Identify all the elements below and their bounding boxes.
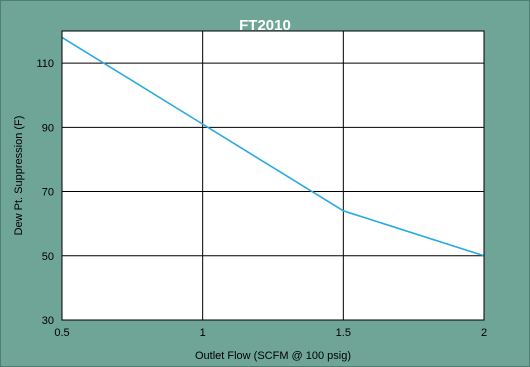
- y-tick-label: 30: [42, 315, 54, 327]
- x-tick-labels: 0.5 1 1.5 2: [54, 327, 487, 339]
- y-tick-label: 90: [42, 122, 54, 134]
- y-tick-label: 110: [36, 58, 54, 70]
- data-point: [201, 123, 204, 125]
- x-axis-label: Outlet Flow (SCFM @ 100 psig): [195, 350, 351, 362]
- x-tick-label: 1.5: [336, 327, 351, 339]
- y-tick-label: 50: [42, 251, 54, 263]
- series-line: [61, 36, 485, 257]
- x-tick-label: 0.5: [54, 327, 69, 339]
- plot-border: [61, 30, 485, 321]
- y-tick-label: 70: [42, 187, 54, 199]
- plot-area: [62, 31, 484, 320]
- x-tick-label: 2: [481, 327, 487, 339]
- grid-lines: [62, 31, 484, 320]
- x-tick-label: 1: [200, 327, 206, 339]
- data-point: [342, 210, 345, 212]
- y-axis-label: Dew Pt. Suppression (F): [13, 116, 25, 236]
- y-tick-labels: 30 50 70 90 110: [36, 58, 54, 327]
- chart-title: FT2010: [239, 17, 291, 34]
